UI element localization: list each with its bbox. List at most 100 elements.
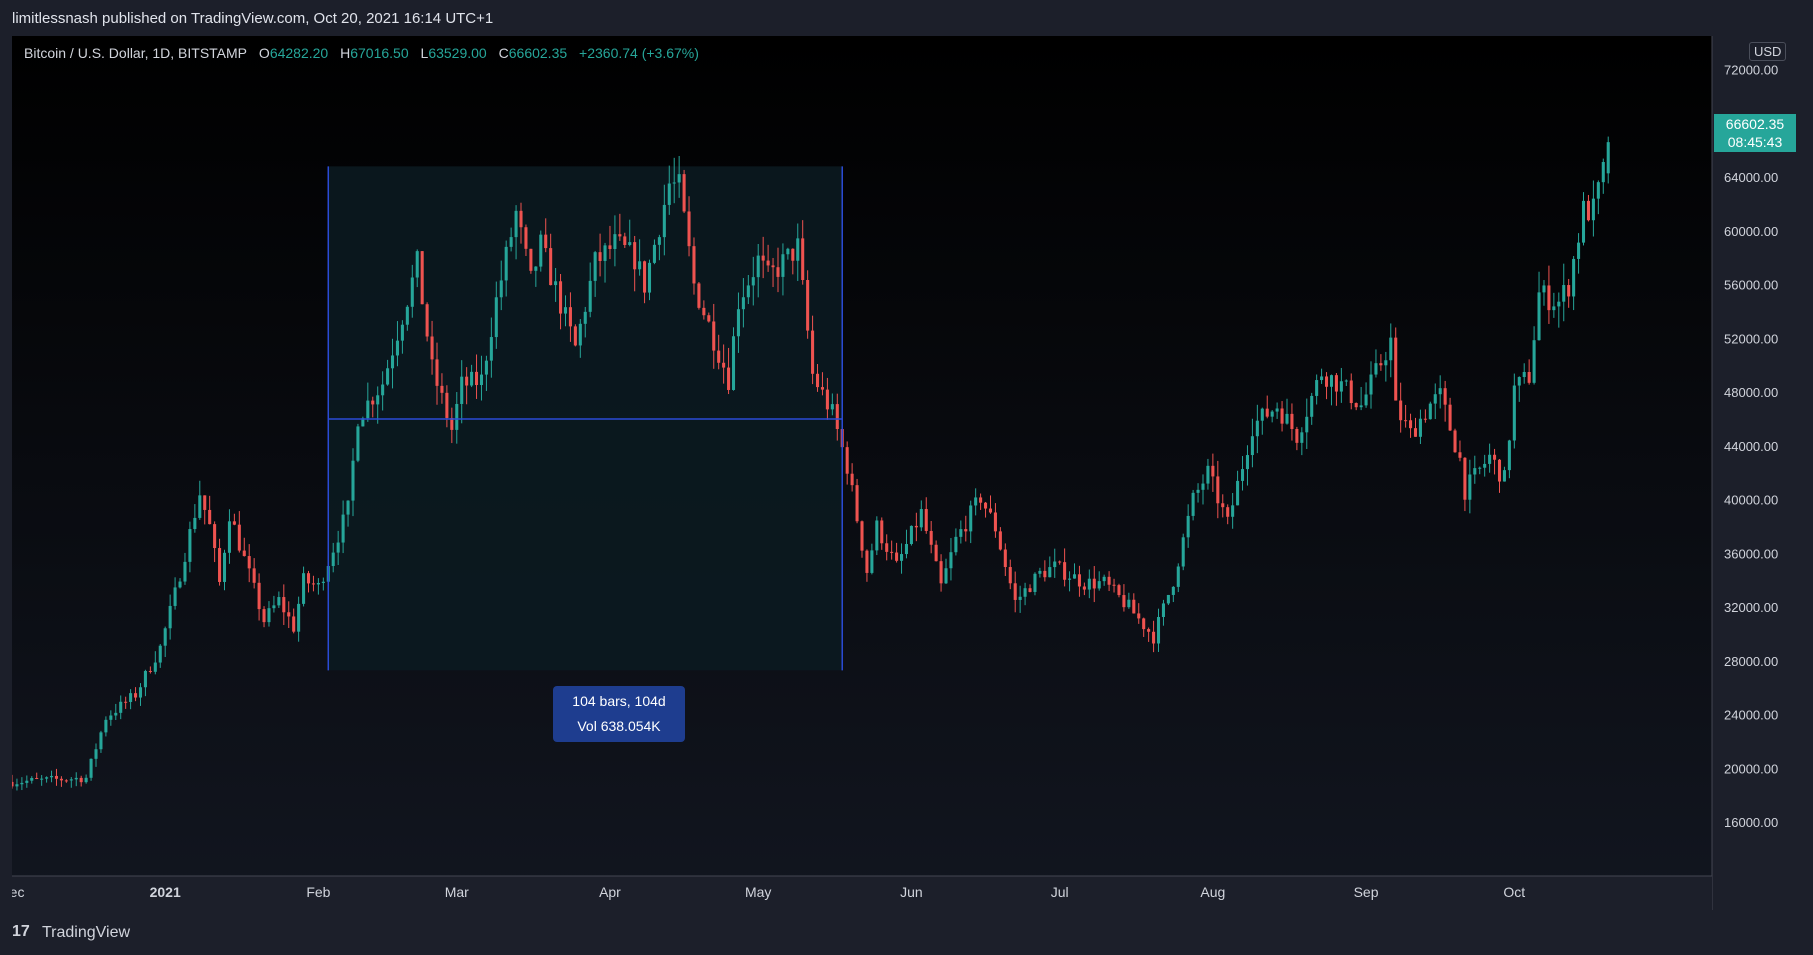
candle-body (59, 778, 63, 781)
tradingview-logo-icon[interactable]: 17 (12, 923, 30, 940)
candle-body (731, 336, 736, 390)
candle-body (50, 775, 54, 778)
price-tick-label: 28000.00 (1724, 654, 1778, 669)
candle-body (336, 542, 340, 553)
candle-body (1502, 470, 1506, 482)
candle-body (119, 701, 123, 713)
candle-body (1072, 574, 1077, 579)
legend-open: 64282.20 (269, 45, 329, 61)
candle-body (1038, 570, 1042, 574)
candle-body (702, 307, 706, 316)
candle-body (717, 350, 721, 363)
candle-body (1003, 549, 1007, 568)
candle-body (1552, 306, 1556, 311)
candle-body (820, 387, 824, 390)
legend-high-label: H (340, 45, 351, 61)
candle-body (993, 512, 997, 532)
candle-body (1166, 594, 1170, 604)
candle-body (400, 324, 404, 341)
legend-open-label: O (258, 45, 270, 61)
candle-body (331, 552, 335, 567)
candle-body (1211, 465, 1215, 477)
candle-body (949, 552, 953, 569)
candle-body (1008, 567, 1012, 584)
candle-body (30, 778, 34, 781)
candle-body (479, 374, 484, 386)
candle-body (1236, 480, 1240, 506)
candle-body (213, 524, 217, 549)
candle-body (900, 554, 904, 561)
tradingview-brand[interactable]: TradingView (42, 924, 131, 941)
candle-body (79, 777, 83, 783)
candle-body (643, 261, 647, 293)
price-tick-label: 32000.00 (1724, 600, 1778, 615)
candle-body (242, 550, 246, 557)
candle-body (1260, 408, 1264, 421)
candle-body (89, 758, 93, 778)
candle-body (1522, 371, 1526, 378)
candle-body (1512, 385, 1516, 441)
candle-body (341, 514, 345, 543)
candle-body (193, 517, 197, 530)
candle-body (1127, 599, 1131, 608)
candle-body (1250, 436, 1254, 456)
candle-body (549, 248, 553, 286)
candle-body (1196, 489, 1200, 493)
candle-body (1389, 337, 1393, 361)
candle-body (1255, 420, 1259, 437)
candle-body (45, 777, 49, 779)
candle-body (1147, 629, 1151, 632)
candle-body (316, 582, 320, 585)
candle-body (539, 234, 543, 267)
candle-body (682, 174, 686, 212)
candle-body (1305, 416, 1309, 433)
candle-body (455, 403, 459, 430)
candle-body (1132, 599, 1136, 614)
candle-body (163, 628, 167, 646)
candle-body (514, 210, 518, 238)
bar-countdown: 08:45:43 (1727, 134, 1783, 150)
candle-body (944, 568, 948, 584)
candlestick-chart[interactable]: 72000.0068000.0064000.0060000.0056000.00… (12, 36, 1801, 910)
candle-body (267, 608, 271, 623)
candle-body (509, 237, 513, 247)
candle-body (12, 781, 14, 787)
legend-change: +2360.74 (+3.67%) (579, 45, 699, 61)
candle-body (791, 248, 795, 261)
candle-body (1087, 578, 1091, 590)
candle-body (855, 485, 859, 522)
time-tick-label: Apr (599, 884, 621, 900)
candle-body (1379, 363, 1383, 366)
candle-body (593, 252, 597, 281)
candle-body (544, 234, 548, 249)
candle-body (880, 520, 884, 544)
candle-body (781, 254, 785, 277)
candle-body (1315, 380, 1319, 396)
candle-body (801, 238, 805, 281)
currency-label[interactable]: USD (1749, 42, 1787, 61)
candle-body (247, 556, 251, 569)
chart-area[interactable]: 72000.0068000.0064000.0060000.0056000.00… (12, 36, 1801, 910)
candle-body (1325, 376, 1329, 387)
time-tick-label: Jun (900, 884, 923, 900)
candle-body (25, 780, 29, 783)
candle-body (559, 281, 563, 314)
candle-body (904, 543, 909, 555)
candle-body (1423, 418, 1427, 420)
candle-body (475, 371, 479, 386)
candle-body (440, 385, 444, 393)
candle-body (662, 204, 666, 238)
candle-body (64, 780, 68, 782)
legend-close-label: C (498, 45, 509, 61)
candle-body (1359, 405, 1363, 408)
candle-body (1547, 285, 1551, 311)
candle-body (311, 583, 315, 585)
candle-body (109, 715, 113, 720)
candle-body (366, 400, 370, 419)
candle-body (148, 670, 152, 672)
candle-body (885, 543, 889, 552)
candle-body (1270, 411, 1274, 417)
candle-body (1082, 586, 1086, 590)
footer: 17 TradingView (0, 910, 1813, 955)
candle-body (1567, 285, 1571, 297)
